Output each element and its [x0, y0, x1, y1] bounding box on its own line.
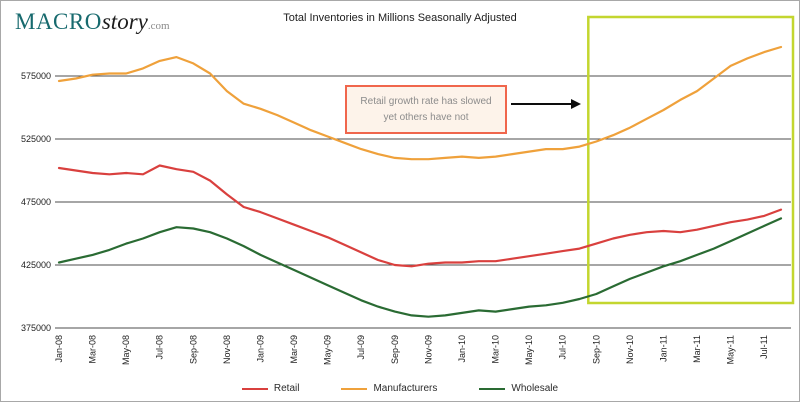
x-tick-label: Nov-10	[625, 335, 635, 364]
x-tick-label: Mar-08	[88, 335, 98, 364]
legend-item-manufacturers: Manufacturers	[341, 383, 437, 394]
annotation-callout: Retail growth rate has slowed yet others…	[345, 85, 507, 134]
x-tick-label: Mar-11	[692, 335, 702, 363]
x-tick-label: Jan-08	[54, 335, 64, 363]
x-tick-label: May-11	[726, 335, 736, 364]
x-tick-label: Jul-10	[558, 335, 568, 360]
retail-line-swatch	[241, 387, 268, 390]
legend: Retail Manufacturers Wholesale	[1, 383, 799, 394]
series-line-manufacturers	[57, 45, 783, 161]
x-tick-label: May-09	[323, 335, 333, 365]
x-tick-label: Sep-09	[390, 335, 400, 364]
x-tick-label: May-10	[524, 335, 534, 365]
annotation-line-1: Retail growth rate has slowed	[360, 96, 492, 107]
x-tick-label: Jan-10	[457, 335, 467, 363]
x-tick-label: Mar-10	[491, 335, 501, 364]
x-tick-label: Sep-10	[591, 335, 601, 364]
logo-com-text: .com	[147, 20, 170, 32]
x-tick-label: May-08	[121, 335, 131, 365]
legend-item-wholesale: Wholesale	[479, 383, 558, 394]
x-tick-label: Jan-11	[658, 335, 668, 362]
y-tick-label: 375000	[21, 323, 51, 333]
x-tick-label: Nov-08	[222, 335, 232, 364]
y-tick-label: 525000	[21, 134, 51, 144]
legend-label-retail: Retail	[273, 383, 300, 394]
y-tick-label: 575000	[21, 71, 51, 81]
x-tick-label: Sep-08	[188, 335, 198, 364]
manufacturers-line-swatch	[341, 387, 368, 390]
legend-item-retail: Retail	[241, 383, 300, 394]
chart-title: Total Inventories in Millions Seasonally…	[283, 12, 517, 24]
x-tick-label: Jul-08	[155, 335, 165, 360]
logo-macro-text: MACRO	[15, 9, 102, 34]
series-line-wholesale	[57, 217, 783, 318]
annotation-line-2: yet others have not	[383, 111, 469, 123]
x-tick-label: Nov-09	[423, 335, 433, 364]
x-tick-label: Jan-09	[255, 335, 265, 363]
macrostory-logo[interactable]: MACROstory.com	[15, 9, 170, 35]
x-tick-label: Jul-11	[759, 335, 769, 359]
series-line-retail	[57, 164, 783, 268]
highlight-region-box	[587, 15, 795, 305]
annotation-arrow-icon	[511, 99, 581, 109]
legend-label-wholesale: Wholesale	[511, 383, 559, 394]
x-tick-label: Jul-09	[356, 335, 366, 360]
x-tick-label: Mar-09	[289, 335, 299, 364]
y-tick-label: 475000	[21, 197, 51, 207]
y-tick-label: 425000	[21, 260, 51, 270]
logo-story-text: story	[101, 9, 148, 34]
wholesale-line-swatch	[479, 387, 506, 390]
legend-label-manufacturers: Manufacturers	[373, 383, 438, 394]
